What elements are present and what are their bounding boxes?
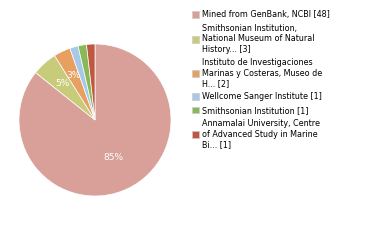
Wedge shape [19,44,171,196]
Wedge shape [70,46,95,120]
Legend: Mined from GenBank, NCBI [48], Smithsonian Institution,
National Museum of Natur: Mined from GenBank, NCBI [48], Smithsoni… [190,9,332,151]
Wedge shape [36,56,95,120]
Wedge shape [55,48,95,120]
Wedge shape [87,44,95,120]
Text: 3%: 3% [66,71,81,80]
Text: 5%: 5% [55,79,69,88]
Text: 85%: 85% [103,153,123,162]
Wedge shape [78,44,95,120]
